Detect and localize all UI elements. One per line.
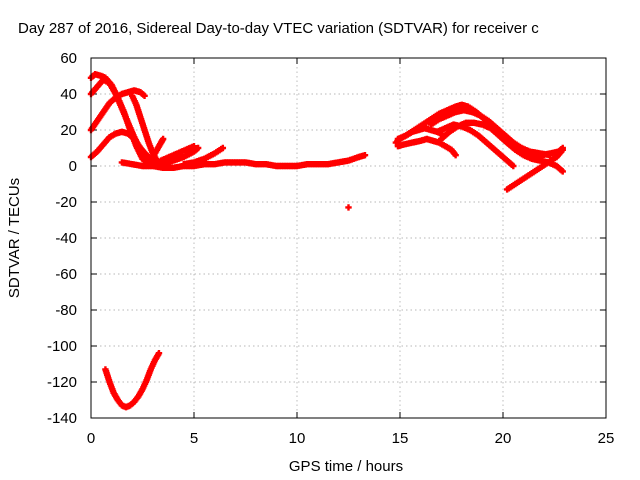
x-axis-label: GPS time / hours xyxy=(289,458,403,475)
data-point xyxy=(141,92,148,99)
x-tick-label: 0 xyxy=(87,430,95,447)
y-tick-label: 20 xyxy=(60,122,77,139)
y-axis-label: SDTVAR / TECUs xyxy=(6,178,23,298)
x-tick-label: 10 xyxy=(289,430,306,447)
data-point xyxy=(155,350,163,357)
data-point xyxy=(361,152,369,159)
y-tick-label: -140 xyxy=(47,410,77,427)
y-tick-label: -40 xyxy=(55,230,77,247)
y-tick-label: 0 xyxy=(69,158,77,175)
y-tick-label: -120 xyxy=(47,374,77,391)
data-point xyxy=(194,144,202,152)
data-point xyxy=(559,168,566,175)
grid xyxy=(91,58,606,418)
x-tick-label: 15 xyxy=(392,430,409,447)
x-tick-label: 5 xyxy=(190,430,198,447)
data-point xyxy=(159,135,167,143)
x-tick-label: 20 xyxy=(495,430,512,447)
axis-ticks: 0 5 10 15 20 25 60 40 20 0 -20 -40 -60 -80 -100 -120 -14… xyxy=(47,50,614,447)
data-point xyxy=(452,152,459,159)
data-points xyxy=(87,71,566,411)
data-point xyxy=(559,144,566,152)
y-tick-label: 40 xyxy=(60,86,77,103)
x-tick-label: 25 xyxy=(598,430,615,447)
plot-frame xyxy=(90,57,607,419)
y-tick-label: -80 xyxy=(55,302,77,319)
y-tick-label: -20 xyxy=(55,194,77,211)
chart-title: Day 287 of 2016, Sidereal Day-to-day VTE… xyxy=(18,20,539,37)
data-point xyxy=(345,204,352,211)
y-tick-label: -60 xyxy=(55,266,77,283)
data-point xyxy=(219,144,227,152)
y-tick-label: -100 xyxy=(47,338,77,355)
data-point xyxy=(510,162,517,170)
y-tick-label: 60 xyxy=(60,50,77,67)
